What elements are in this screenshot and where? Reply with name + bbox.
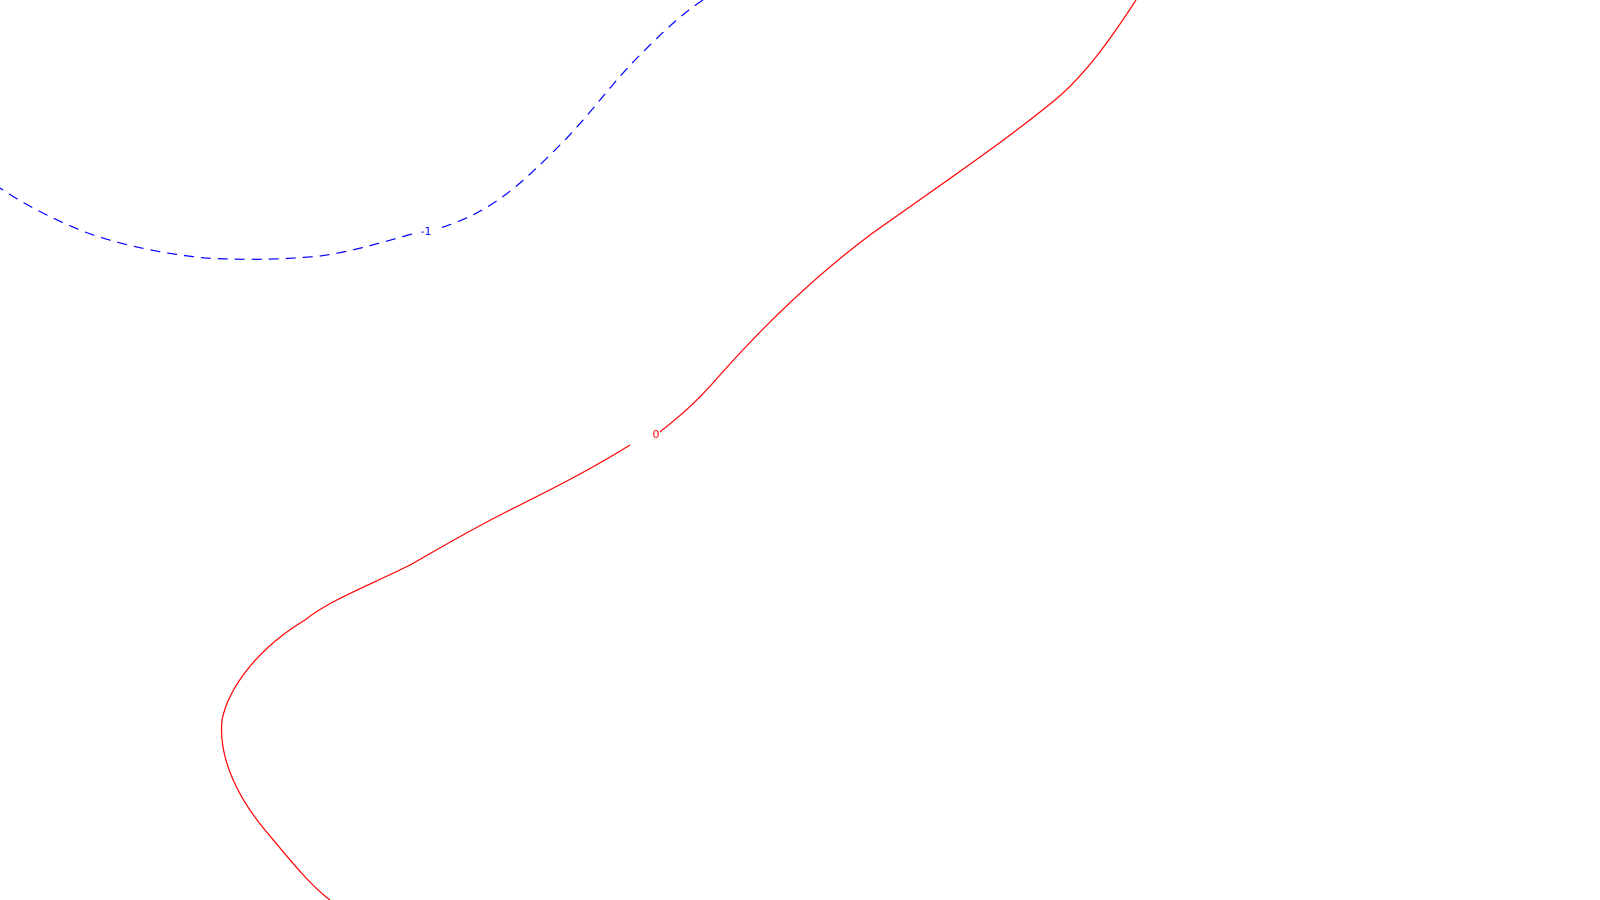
contour-label-neg1: -1 [421,225,432,238]
contour-line-level-neg1 [0,0,704,260]
contour-label-0: 0 [653,428,660,441]
contour-line-level-0 [220,0,1137,900]
